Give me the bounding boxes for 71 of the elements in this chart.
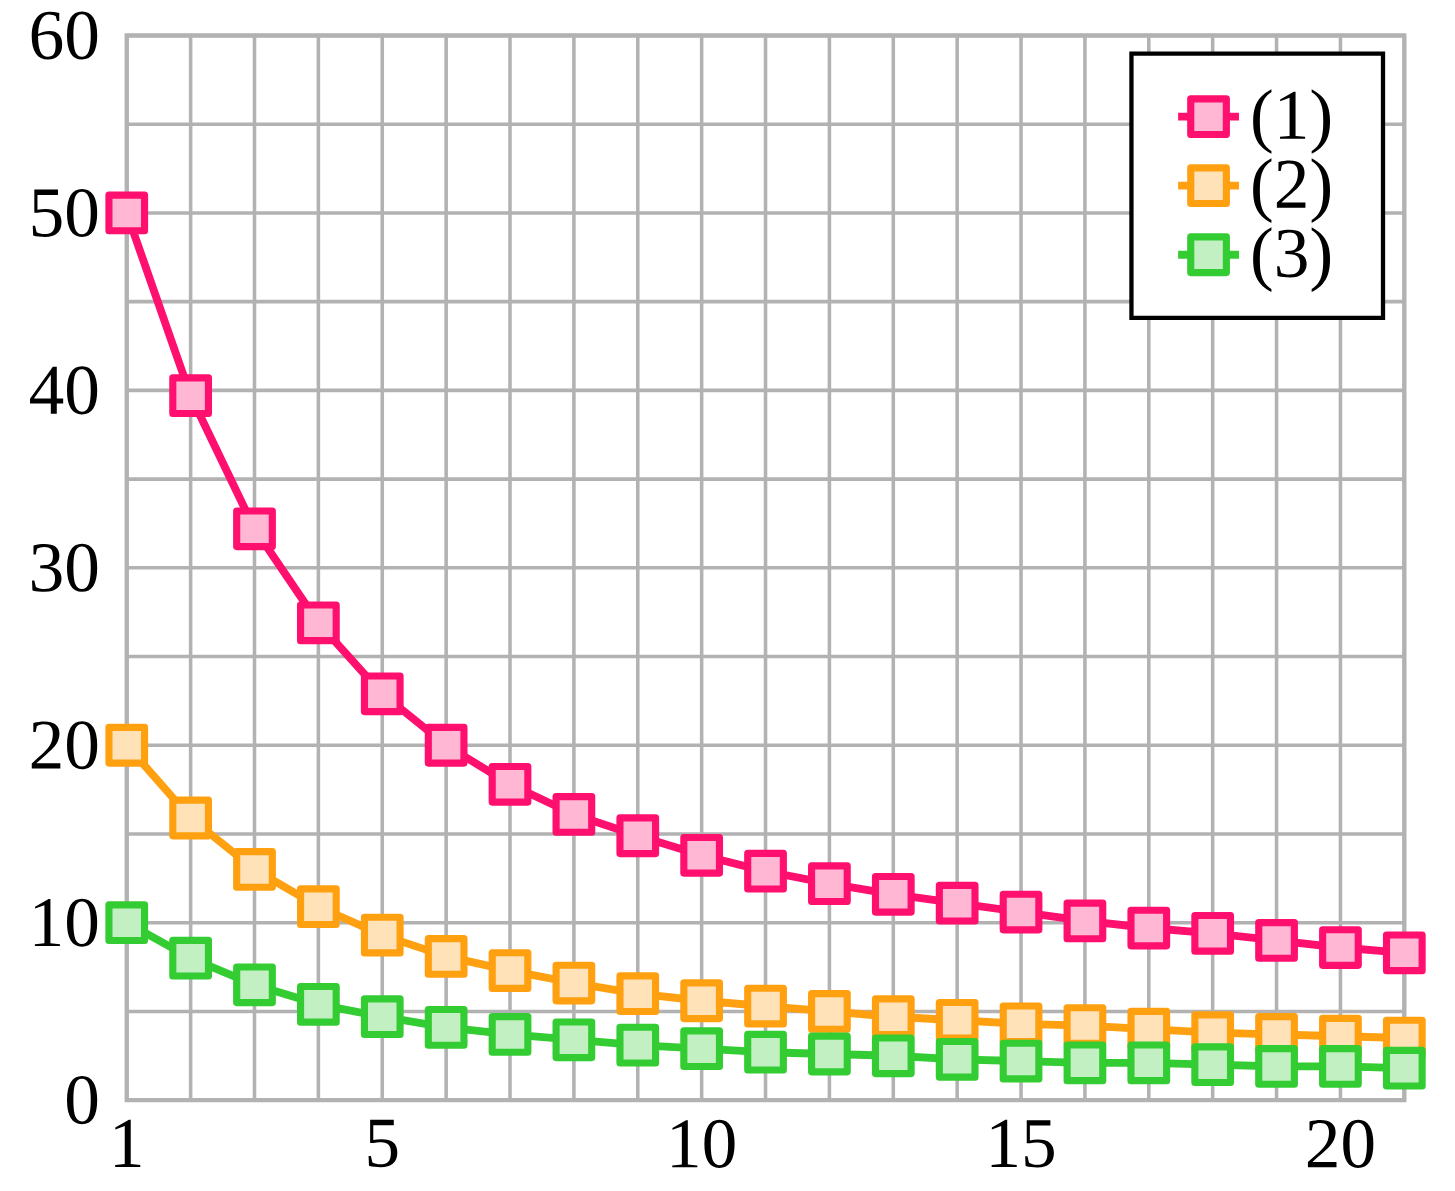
point [233, 847, 276, 891]
point [233, 963, 276, 1006]
x-tick-label: 1 [115, 1119, 141, 1167]
point [105, 723, 149, 767]
point [105, 901, 149, 944]
point [1382, 931, 1426, 975]
point [488, 762, 532, 806]
x-tick-label: 5 [368, 1119, 398, 1167]
y-tick-label: 60 [31, 11, 98, 60]
point [424, 1005, 468, 1049]
point [935, 998, 979, 1042]
point [680, 1027, 724, 1070]
point [424, 723, 468, 767]
point [296, 982, 340, 1026]
point [871, 995, 915, 1038]
point [1255, 1044, 1298, 1088]
point [935, 881, 979, 925]
point [360, 995, 404, 1038]
point [999, 890, 1043, 934]
y-tick-label: 10 [34, 898, 98, 947]
x-tick-label: 20 [1307, 1119, 1374, 1168]
point [360, 672, 404, 715]
point [296, 885, 340, 928]
point [360, 913, 404, 957]
point [616, 1023, 660, 1067]
point [1127, 1041, 1171, 1085]
point [1255, 918, 1298, 962]
legend-label: (2) [1253, 158, 1331, 223]
point [1319, 925, 1362, 969]
y-tick-label: 40 [30, 366, 98, 415]
point [871, 872, 915, 916]
point [1127, 906, 1171, 950]
point [680, 833, 724, 877]
point [488, 949, 532, 992]
y-tick-label: 20 [31, 721, 98, 770]
point [1191, 911, 1235, 955]
y-tick-label: 0 [67, 1075, 98, 1124]
point [169, 796, 213, 840]
point [552, 1018, 596, 1061]
point [680, 979, 724, 1022]
y-tick-label: 50 [32, 188, 98, 237]
point [935, 1037, 979, 1081]
point [808, 989, 851, 1033]
point [999, 1039, 1043, 1083]
point [744, 1030, 787, 1074]
point [1191, 1043, 1235, 1086]
x-tick-label: 10 [672, 1119, 735, 1168]
point [233, 507, 276, 550]
y-tick-label: 30 [32, 543, 98, 592]
point [744, 849, 787, 893]
point [488, 1012, 532, 1056]
point [105, 191, 149, 235]
point [808, 862, 851, 905]
point [169, 936, 213, 980]
point [616, 972, 660, 1015]
legend-label: (3) [1253, 227, 1331, 292]
x-tick-label: 15 [991, 1119, 1054, 1168]
point [552, 961, 596, 1005]
point [169, 374, 213, 417]
point [1063, 1041, 1107, 1085]
point [424, 934, 468, 978]
point [1319, 1044, 1362, 1088]
point [808, 1032, 851, 1076]
point [296, 601, 340, 645]
point [616, 814, 660, 857]
point [1382, 1046, 1426, 1090]
legend-label: (1) [1253, 89, 1331, 154]
point [744, 984, 787, 1028]
point [871, 1034, 915, 1077]
point [552, 792, 596, 836]
point [1063, 899, 1107, 943]
